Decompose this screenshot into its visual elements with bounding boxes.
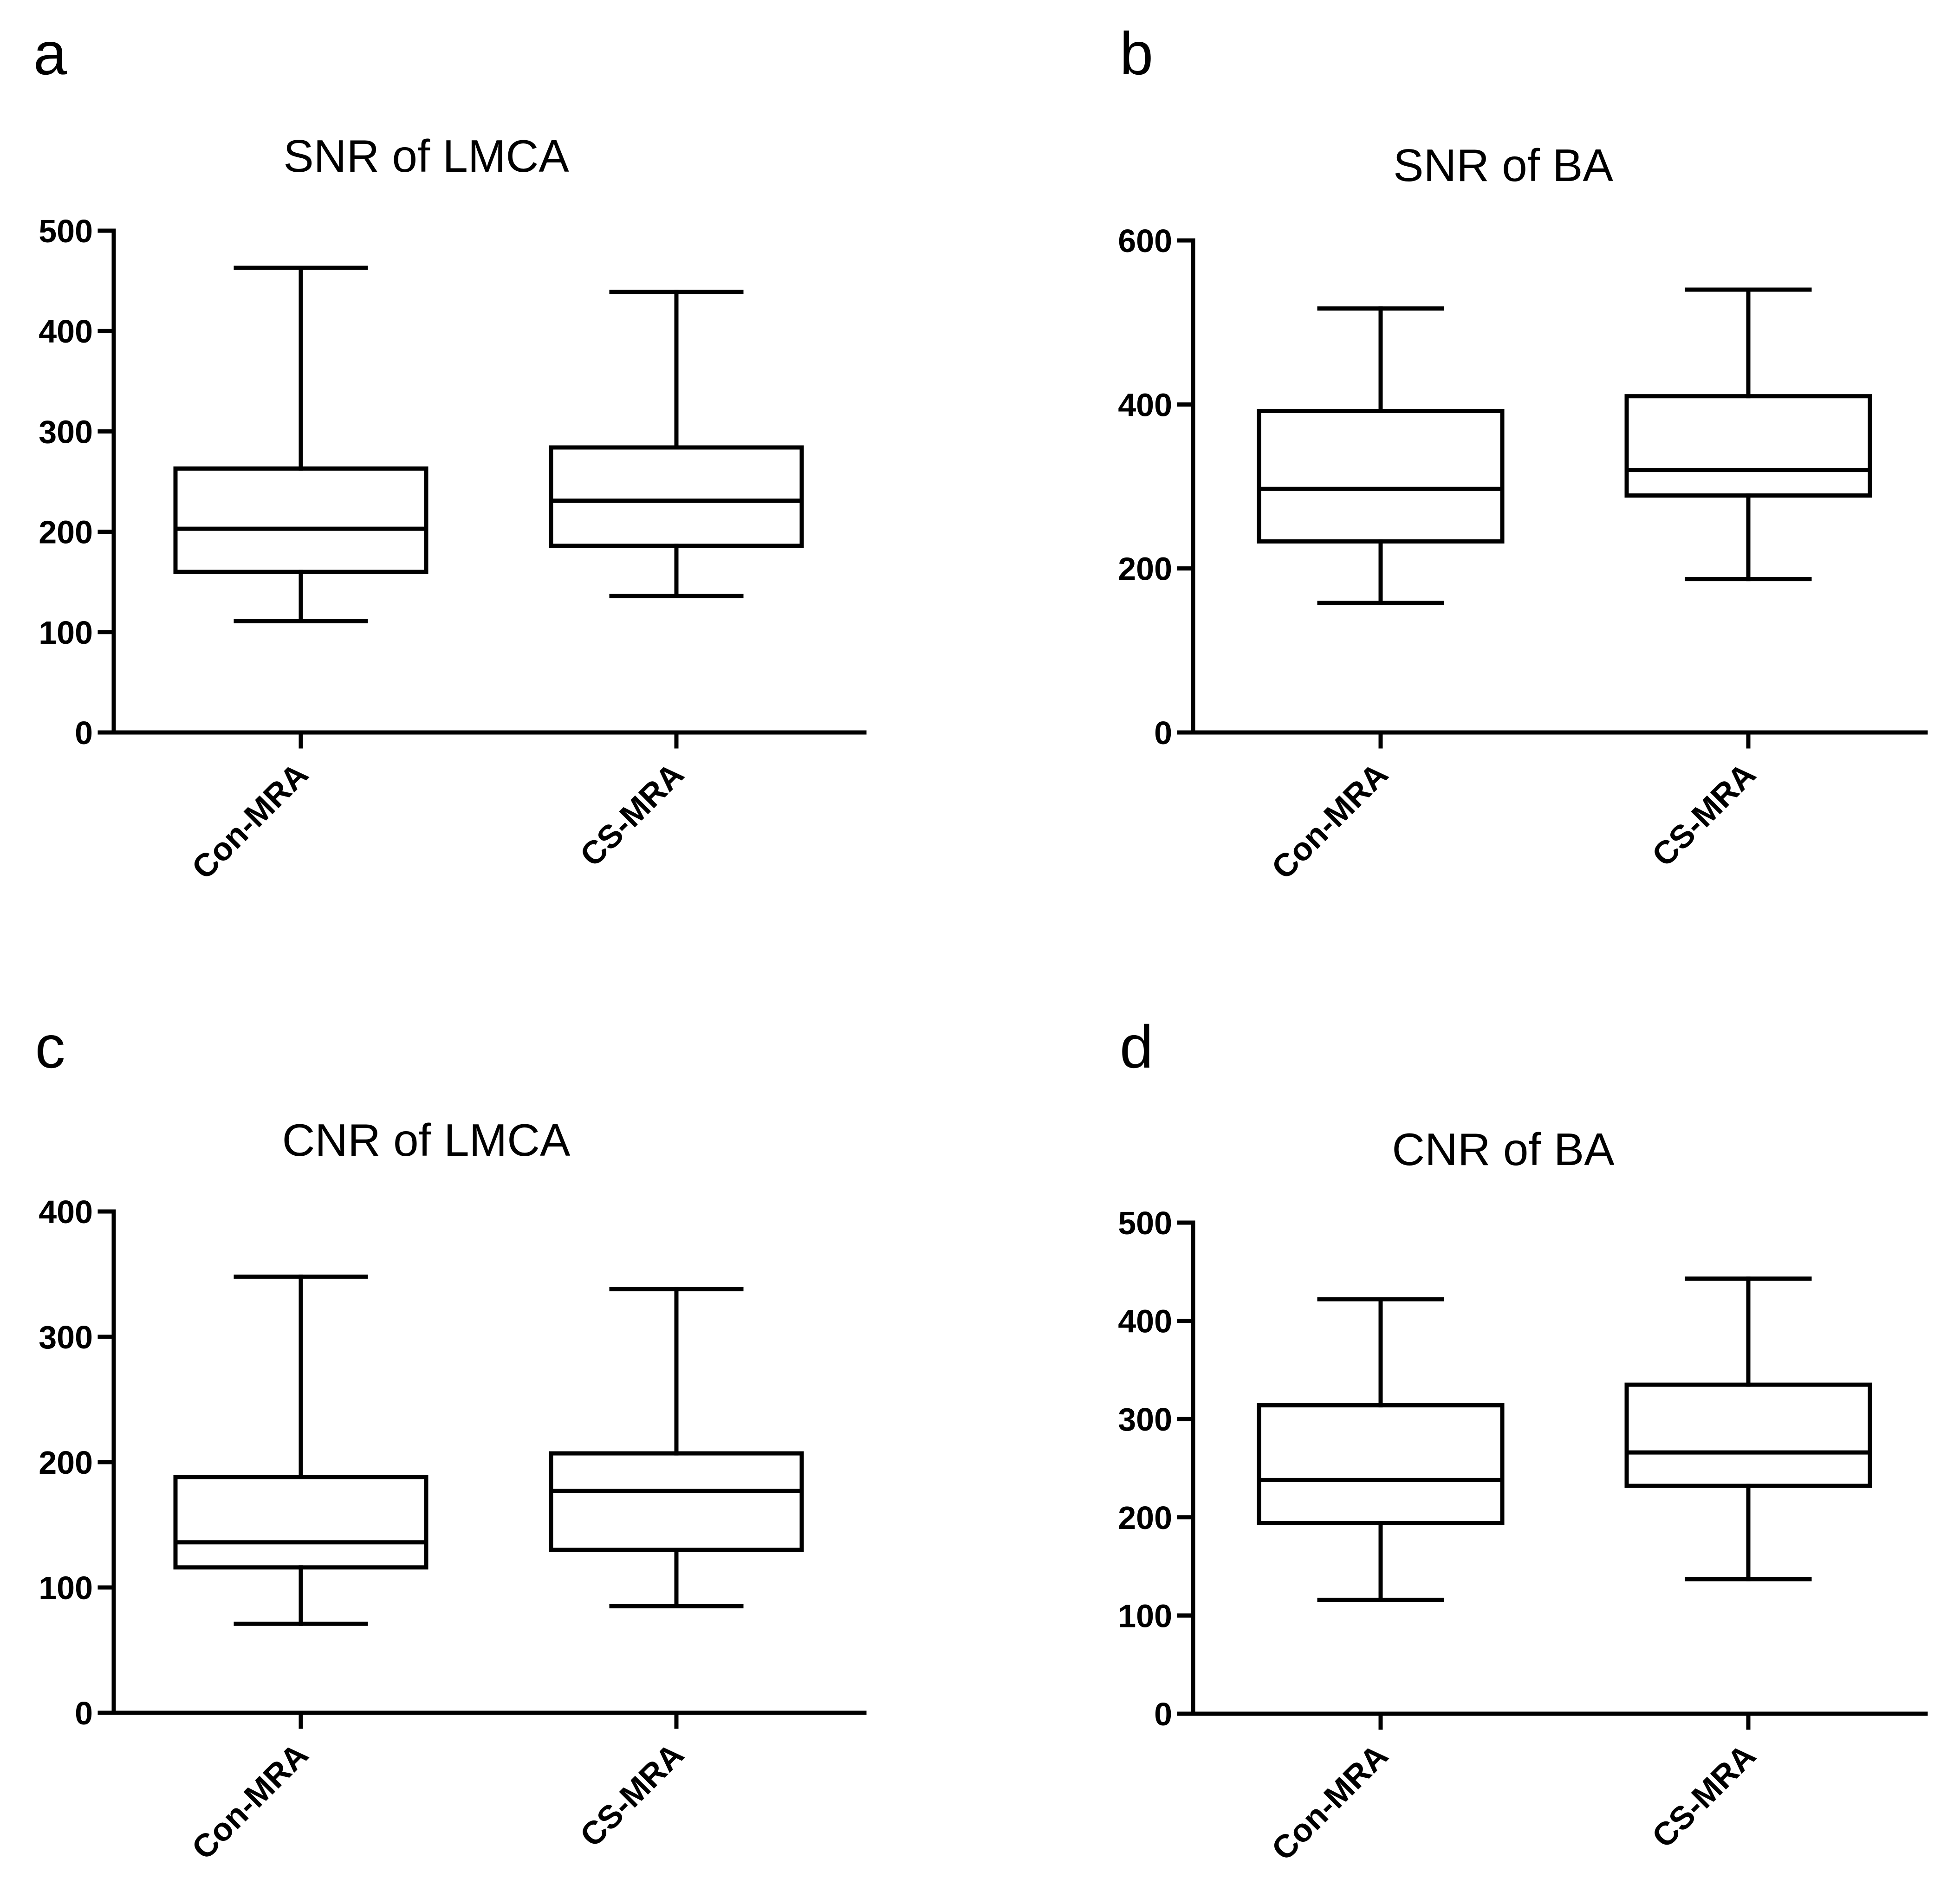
box-cs-mra — [1624, 287, 1872, 582]
y-tick-label: 200 — [39, 514, 93, 551]
iqr-box — [1257, 1403, 1505, 1525]
iqr-box — [1257, 408, 1505, 544]
box-cs-mra — [549, 1287, 804, 1608]
y-tick-label: 400 — [39, 313, 93, 350]
y-tick-label: 200 — [1118, 1500, 1172, 1536]
y-tick-label: 300 — [39, 1319, 93, 1355]
box-con-mra — [173, 266, 428, 623]
x-category-label: CS-MRA — [573, 756, 690, 873]
iqr-box — [1624, 394, 1872, 498]
y-tick-label: 200 — [39, 1445, 93, 1481]
iqr-box — [173, 466, 428, 574]
panel-letter: a — [33, 19, 67, 87]
x-category-label: Con-MRA — [185, 756, 315, 886]
panel-letter: c — [35, 1013, 65, 1081]
panel-c: c CNR of LMCA 0 100 200 300 400 Con-MRA CS-MRA — [35, 1013, 867, 1866]
chart-title: SNR of LMCA — [283, 130, 569, 181]
x-category-label: Con-MRA — [1265, 1737, 1395, 1867]
panel-b: b SNR of BA 0 200 400 600 Con-MRA CS-MRA — [1118, 19, 1928, 886]
y-tick-label: 100 — [1118, 1598, 1172, 1634]
y-tick-label: 100 — [39, 1570, 93, 1606]
panel-a: a SNR of LMCA 0 100 200 300 400 500 Con-MRA CS-MR… — [33, 19, 867, 886]
y-tick-label: 0 — [1154, 1696, 1172, 1732]
chart-title: CNR of LMCA — [282, 1114, 571, 1166]
y-tick-label: 600 — [1118, 223, 1172, 259]
x-category-label: CS-MRA — [1645, 1737, 1762, 1854]
y-tick-label: 0 — [1154, 715, 1172, 751]
y-tick-label: 500 — [1118, 1205, 1172, 1241]
x-category-label: Con-MRA — [1265, 756, 1395, 886]
box-con-mra — [1257, 306, 1505, 605]
y-tick-label: 400 — [1118, 387, 1172, 423]
y-tick-label: 500 — [39, 213, 93, 249]
box-con-mra — [1257, 1297, 1505, 1602]
chart-title: SNR of BA — [1393, 140, 1613, 191]
y-tick-label: 400 — [1118, 1303, 1172, 1340]
iqr-box — [173, 1475, 428, 1570]
box-cs-mra — [549, 290, 804, 598]
box-cs-mra — [1624, 1276, 1872, 1581]
chart-title: CNR of BA — [1392, 1124, 1615, 1175]
y-tick-label: 200 — [1118, 551, 1172, 587]
iqr-box — [549, 1451, 804, 1552]
iqr-box — [1624, 1382, 1872, 1488]
y-tick-label: 300 — [1118, 1401, 1172, 1438]
panel-d: d CNR of BA 0 100 200 300 400 500 Con-MRA CS-MRA — [1118, 1013, 1928, 1867]
x-category-label: Con-MRA — [185, 1736, 315, 1866]
x-category-label: CS-MRA — [1645, 756, 1762, 873]
x-category-label: CS-MRA — [573, 1736, 690, 1853]
iqr-box — [549, 445, 804, 548]
y-tick-label: 100 — [39, 615, 93, 651]
panel-letter: d — [1120, 1013, 1153, 1081]
y-tick-label: 0 — [75, 715, 93, 751]
y-tick-label: 400 — [39, 1194, 93, 1230]
box-con-mra — [173, 1274, 428, 1626]
y-tick-label: 300 — [39, 414, 93, 450]
panel-letter: b — [1120, 19, 1153, 87]
y-tick-label: 0 — [75, 1695, 93, 1731]
